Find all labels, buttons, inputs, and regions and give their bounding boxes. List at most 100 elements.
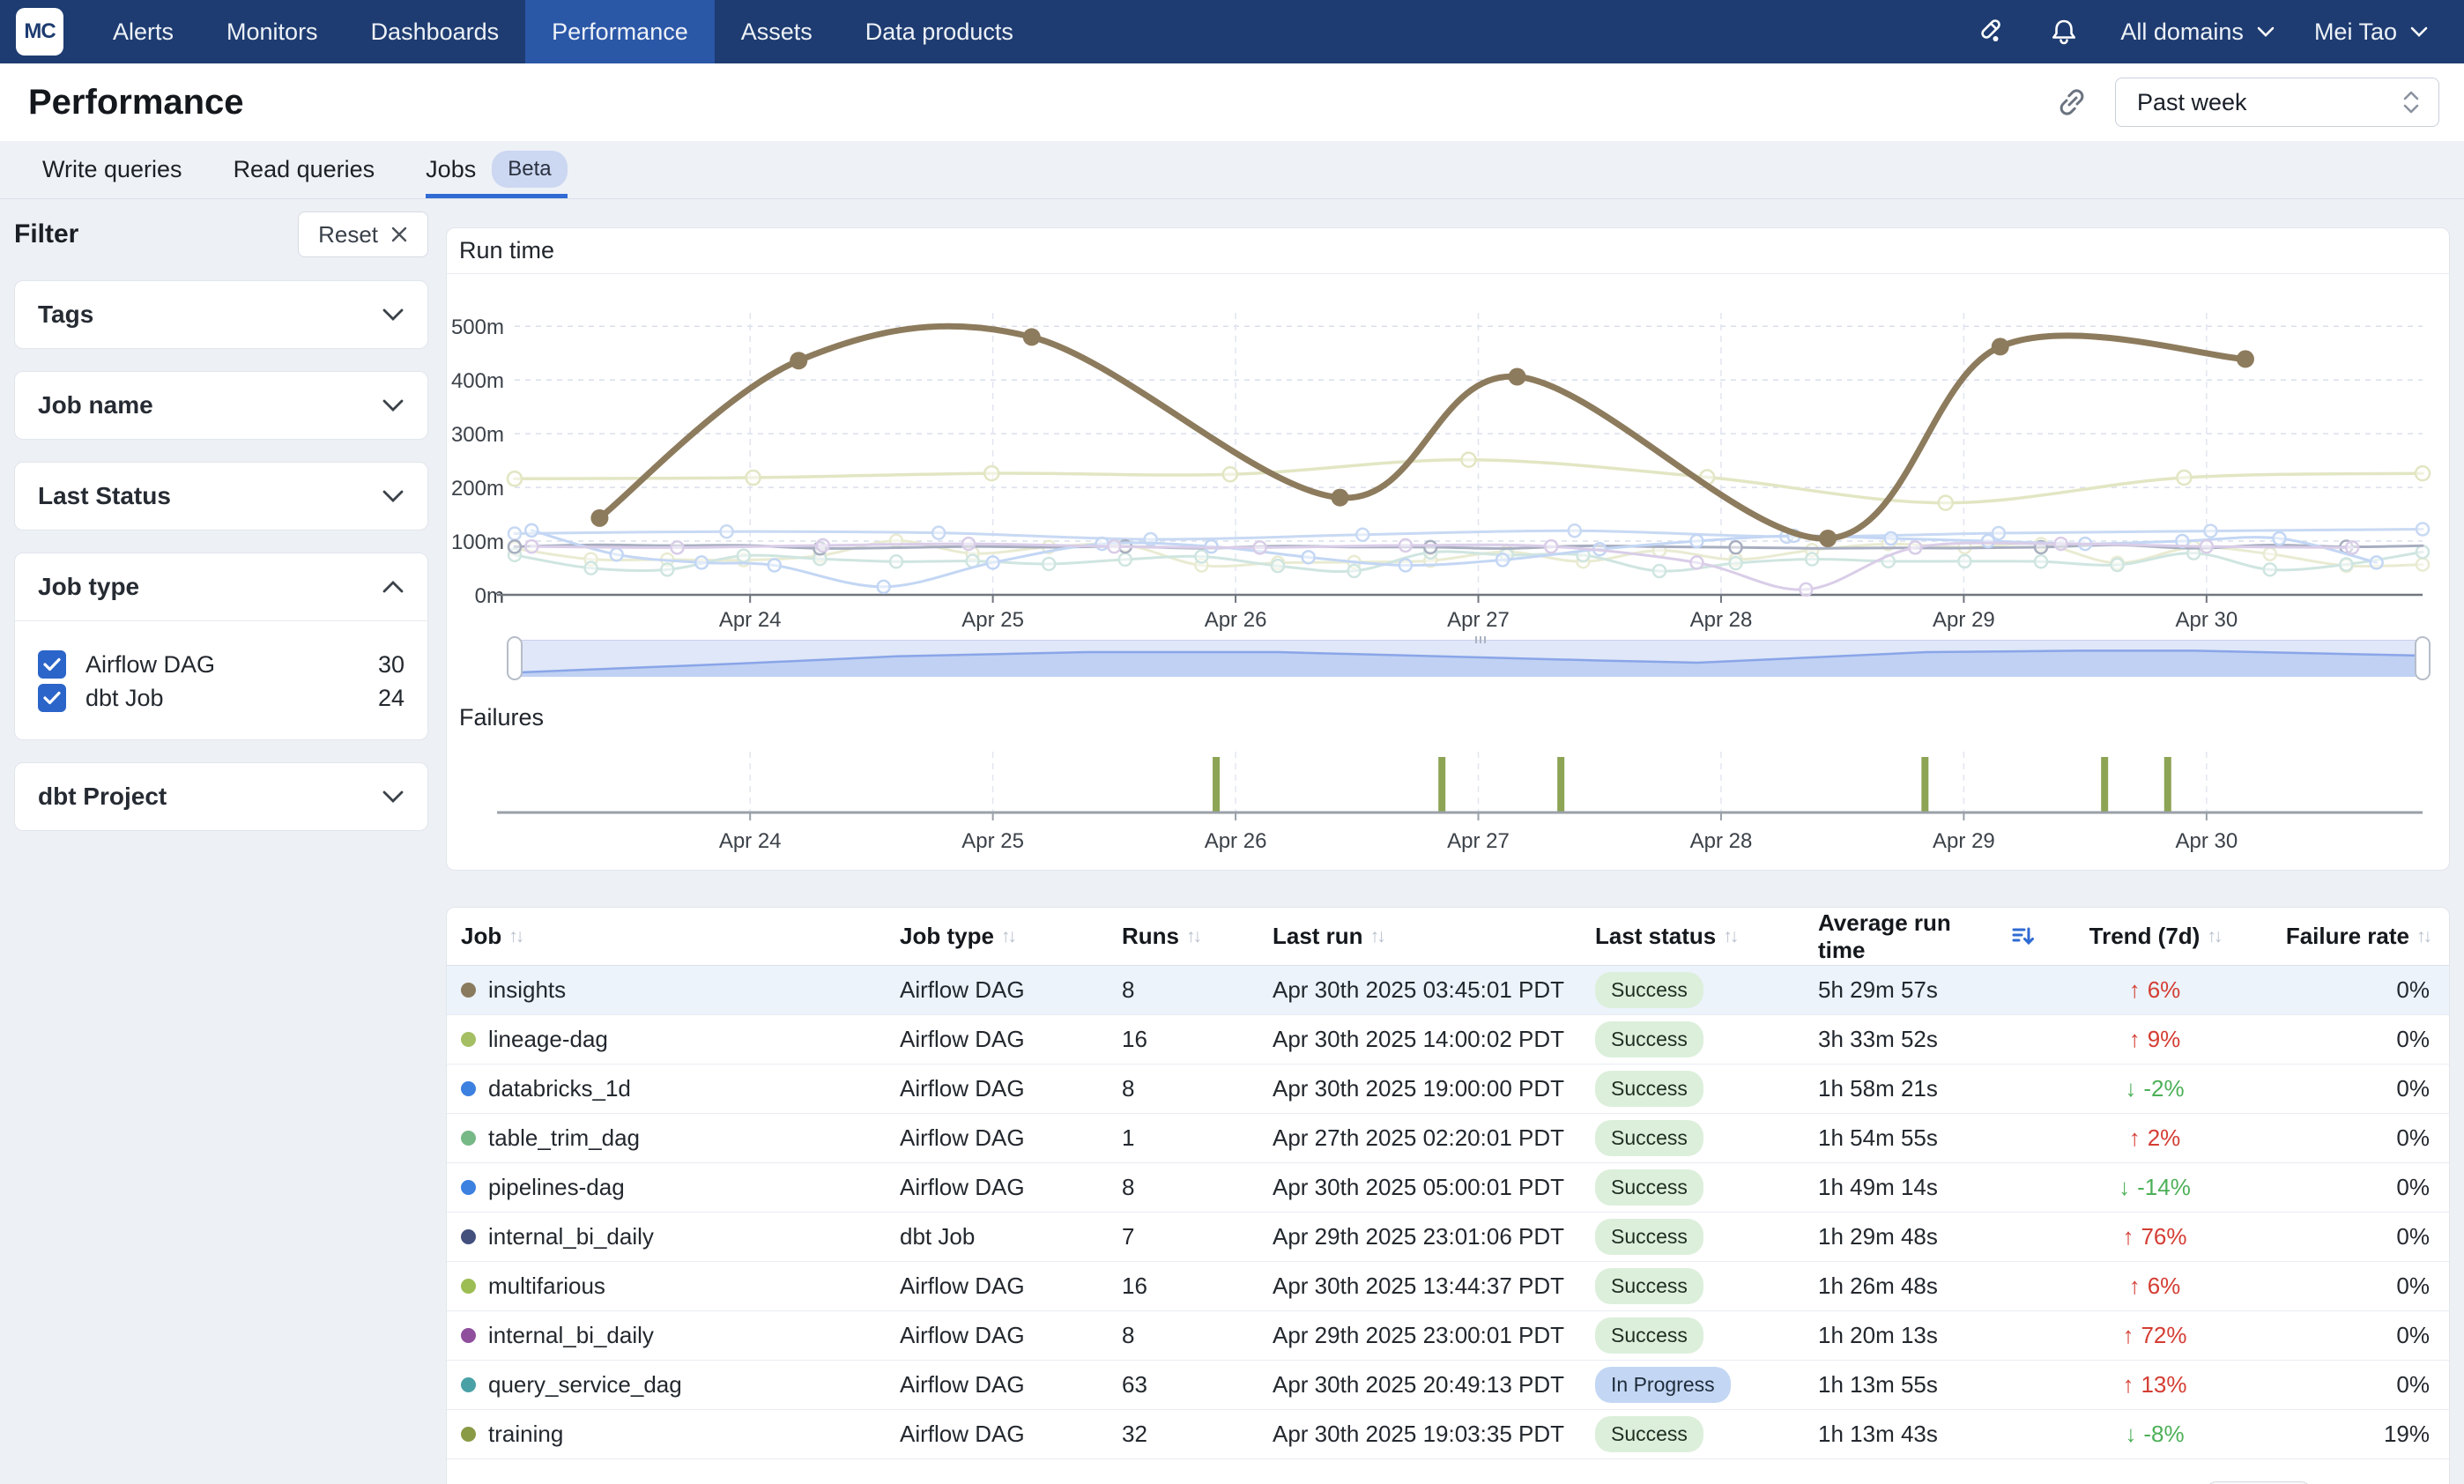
table-row-insights-0[interactable]: insights Airflow DAG 8 Apr 30th 2025 03:45:… xyxy=(447,966,2449,1015)
brush-track[interactable] xyxy=(515,640,2423,677)
avg-run-time-cell: 1h 20m 13s xyxy=(1818,1322,1938,1348)
status-badge: Success xyxy=(1595,1416,1703,1452)
column-header-trend-7d-[interactable]: Trend (7d) ↑↓ xyxy=(2035,923,2275,950)
column-header-job[interactable]: Job ↑↓ xyxy=(447,923,900,950)
time-range-value: Past week xyxy=(2137,88,2247,115)
failure-bar xyxy=(1213,757,1221,812)
last-run-cell: Apr 29th 2025 23:01:06 PDT xyxy=(1273,1223,1565,1250)
brush-area-fill xyxy=(515,650,2423,677)
tab-write-queries[interactable]: Write queries xyxy=(42,141,182,198)
column-header-job-type[interactable]: Job type ↑↓ xyxy=(900,923,1122,950)
filter-card-header-job-name[interactable]: Job name xyxy=(15,372,427,439)
tab-read-queries[interactable]: Read queries xyxy=(234,141,375,198)
job-type-cell: Airflow DAG xyxy=(900,976,1025,1003)
brush-handle-left[interactable] xyxy=(507,636,523,680)
background-series-marker xyxy=(1107,538,1122,554)
nav-item-alerts[interactable]: Alerts xyxy=(113,18,174,45)
trend-cell: ↑ 9% xyxy=(2035,1026,2275,1053)
last-status-cell: Success xyxy=(1595,1317,1818,1354)
filter-card-dbt-project: dbt Project xyxy=(14,762,428,831)
checkbox-checked-icon[interactable] xyxy=(38,684,66,712)
column-header-label: Runs xyxy=(1122,923,1179,949)
trend-value: -14% xyxy=(2137,1174,2191,1200)
user-menu[interactable]: Mei Tao xyxy=(2314,19,2429,46)
table-row-training-9[interactable]: training Airflow DAG 32 Apr 30th 2025 19:03… xyxy=(447,1410,2449,1459)
table-row-databricks-1d-2[interactable]: databricks_1d Airflow DAG 8 Apr 30th 2025 1… xyxy=(447,1065,2449,1114)
background-series-marker xyxy=(1347,563,1362,579)
runs-cell: 63 xyxy=(1122,1371,1147,1398)
sort-icon: ↑↓ xyxy=(2416,925,2432,946)
trend-value: 76% xyxy=(2141,1223,2187,1250)
table-row-table-trim-dag-3[interactable]: table_trim_dag Airflow DAG 1 Apr 27th 2025 … xyxy=(447,1114,2449,1163)
main-series-point xyxy=(1331,488,1349,507)
tab-jobs[interactable]: Jobs Beta xyxy=(426,141,568,198)
brush-handle-right[interactable] xyxy=(2415,636,2431,680)
background-series-marker xyxy=(2203,523,2218,538)
column-header-last-status[interactable]: Last status ↑↓ xyxy=(1595,923,1818,950)
avg-run-time-cell: 1h 58m 21s xyxy=(1818,1075,1938,1102)
background-series-marker xyxy=(659,562,675,577)
trend-value: -2% xyxy=(2143,1075,2185,1102)
select-updown-icon xyxy=(2403,91,2419,114)
filter-card-header-last-status[interactable]: Last Status xyxy=(15,463,427,530)
nav-item-performance[interactable]: Performance xyxy=(525,0,715,63)
trend-value: 6% xyxy=(2147,976,2181,1003)
jobs-table-card: Job ↑↓ Job type ↑↓ Runs ↑↓ Last run ↑↓ Last stat… xyxy=(446,907,2450,1484)
failure-bar xyxy=(1557,757,1565,812)
filter-card-title: dbt Project xyxy=(38,783,167,810)
column-header-label: Job type xyxy=(900,923,994,949)
nav-item-data-products[interactable]: Data products xyxy=(865,18,1013,45)
table-row-query-service-dag-8[interactable]: query_service_dag Airflow DAG 63 Apr 30th 2… xyxy=(447,1361,2449,1410)
job-color-dot xyxy=(461,1229,476,1244)
filter-card-last-status: Last Status xyxy=(14,462,428,531)
filter-reset-button[interactable]: Reset xyxy=(298,211,428,257)
time-range-brush[interactable] xyxy=(507,636,2431,680)
status-badge: Success xyxy=(1595,972,1703,1008)
tab-label: Read queries xyxy=(233,155,375,182)
trend-down-arrow-icon: ↓ xyxy=(2125,1421,2137,1447)
background-series-marker xyxy=(2339,557,2354,572)
share-link-icon[interactable] xyxy=(2053,84,2090,121)
filter-card-header-dbt-project[interactable]: dbt Project xyxy=(15,763,427,830)
checkbox-checked-icon[interactable] xyxy=(38,650,66,679)
nav-item-monitors[interactable]: Monitors xyxy=(226,18,318,45)
last-status-cell: Success xyxy=(1595,1219,1818,1255)
runs-cell: 8 xyxy=(1122,1322,1135,1348)
last-status-cell: In Progress xyxy=(1595,1367,1818,1403)
y-axis-tick-label: 500m xyxy=(451,315,504,339)
failures-chart-title: Failures xyxy=(459,704,545,731)
domains-dropdown[interactable]: All domains xyxy=(2120,19,2275,46)
filter-card-header-job-type[interactable]: Job type xyxy=(15,553,427,620)
filter-panel: Filter Reset Tags Job name Last Status Job … xyxy=(14,211,428,853)
nav-item-dashboards[interactable]: Dashboards xyxy=(370,18,500,45)
background-series-line xyxy=(530,541,2354,591)
table-row-multifarious-6[interactable]: multifarious Airflow DAG 16 Apr 30th 2025 1… xyxy=(447,1262,2449,1311)
nav-item-assets[interactable]: Assets xyxy=(740,18,813,45)
column-header-runs[interactable]: Runs ↑↓ xyxy=(1122,923,1273,950)
background-series-marker xyxy=(1957,553,1972,569)
last-status-cell: Success xyxy=(1595,1071,1818,1107)
runs-cell: 1 xyxy=(1122,1124,1135,1151)
last-status-cell: Success xyxy=(1595,1416,1818,1452)
column-header-last-run[interactable]: Last run ↑↓ xyxy=(1273,923,1595,950)
column-header-average-run-time[interactable]: Average run time xyxy=(1818,909,2035,964)
trend-cell: ↓ -2% xyxy=(2035,1075,2275,1102)
table-row-internal-bi-daily-5[interactable]: internal_bi_daily dbt Job 7 Apr 29th 2025 2… xyxy=(447,1213,2449,1262)
tab-label: Jobs xyxy=(426,155,477,182)
table-row-pipelines-dag-4[interactable]: pipelines-dag Airflow DAG 8 Apr 30th 2025 0… xyxy=(447,1163,2449,1213)
time-range-select[interactable]: Past week xyxy=(2115,78,2439,127)
trend-cell: ↑ 76% xyxy=(2035,1223,2275,1250)
mc-logo[interactable]: MC xyxy=(16,8,63,56)
notifications-bell-icon[interactable] xyxy=(2046,14,2082,49)
labs-icon[interactable] xyxy=(1972,14,2008,49)
column-header-failure-rate[interactable]: Failure rate ↑↓ xyxy=(2275,923,2449,950)
trend-up-arrow-icon: ↑ xyxy=(2128,1026,2141,1052)
table-row-internal-bi-daily-7[interactable]: internal_bi_daily Airflow DAG 8 Apr 29th 20… xyxy=(447,1311,2449,1361)
filter-card-header-tags[interactable]: Tags xyxy=(15,281,427,348)
chevron-down-icon xyxy=(2257,26,2275,37)
job-color-dot xyxy=(461,1131,476,1146)
avg-run-time-cell: 1h 13m 55s xyxy=(1818,1371,1938,1398)
last-run-cell: Apr 30th 2025 19:03:35 PDT xyxy=(1273,1421,1565,1447)
table-row-lineage-dag-1[interactable]: lineage-dag Airflow DAG 16 Apr 30th 2025 14… xyxy=(447,1015,2449,1065)
job-cell: multifarious xyxy=(447,1273,900,1300)
